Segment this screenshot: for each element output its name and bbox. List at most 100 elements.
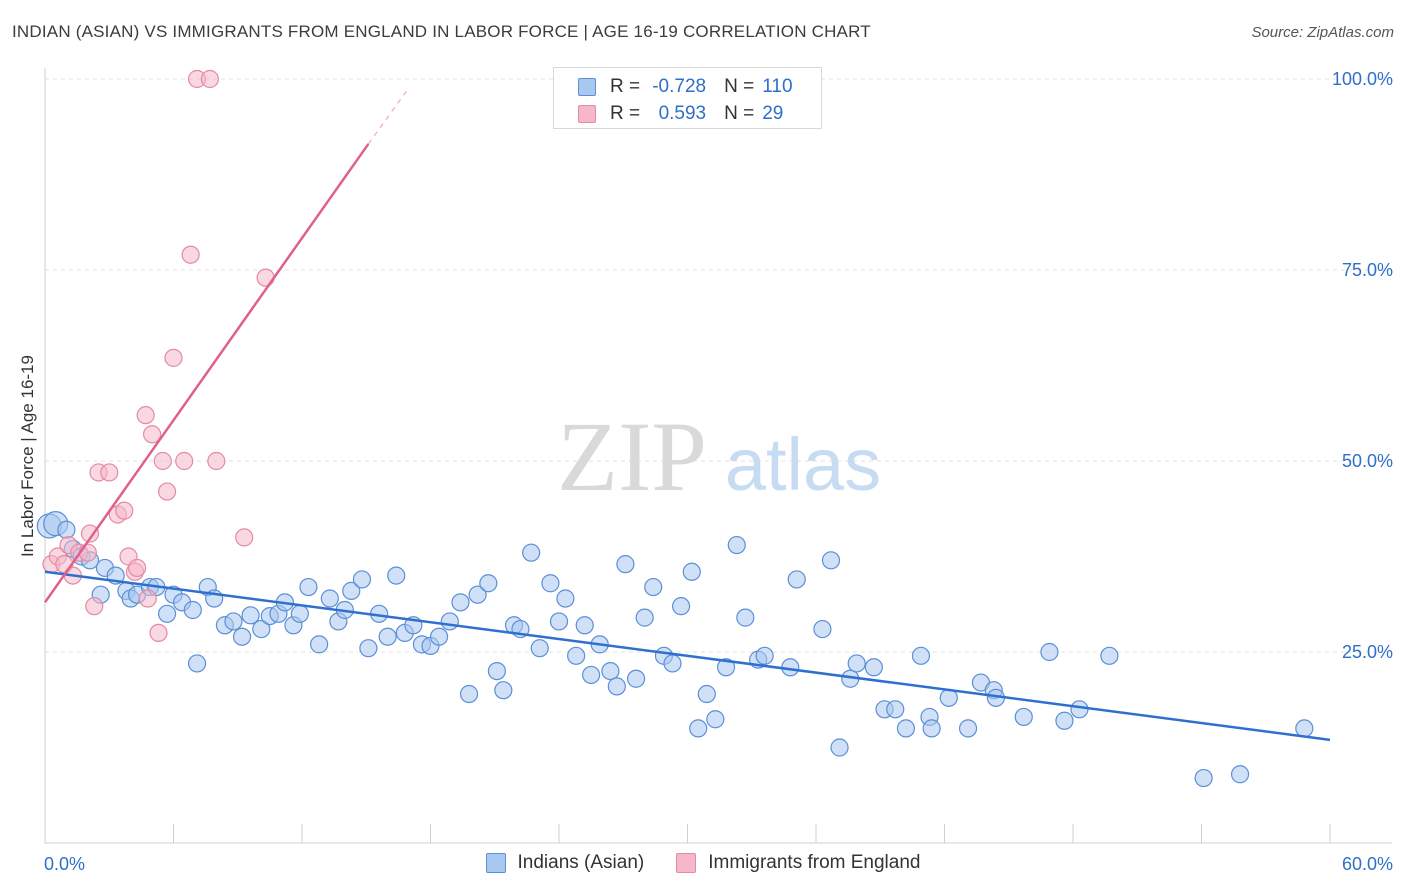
legend-row-england: R = 0.593 N = 29 xyxy=(578,103,783,125)
indians-point xyxy=(157,604,177,623)
axes xyxy=(44,68,1392,844)
indians-point xyxy=(727,535,746,555)
indians-point xyxy=(541,574,560,593)
y-tick-label: 25.0% xyxy=(1342,642,1393,662)
indians-point xyxy=(671,597,691,616)
indians-point xyxy=(299,577,318,597)
indians-point xyxy=(1230,765,1250,784)
indians-point xyxy=(864,658,883,677)
england-point xyxy=(175,451,194,471)
indians-point xyxy=(582,665,601,685)
indians-point xyxy=(689,719,708,738)
indians-point xyxy=(716,658,736,677)
correlation-legend: R = -0.728 N = 110 R = 0.593 N = 29 xyxy=(553,67,822,129)
legend-n-label: N = xyxy=(724,76,755,97)
england-point xyxy=(149,623,168,643)
indians-point xyxy=(847,654,866,673)
indians-point xyxy=(1040,642,1059,662)
indians-point xyxy=(813,619,832,639)
indians-point xyxy=(310,635,329,654)
indians-point xyxy=(549,612,569,631)
y-tick-label: 100.0% xyxy=(1332,69,1393,89)
indians-point xyxy=(1055,711,1074,730)
legend-label-indians: Indians (Asian) xyxy=(517,852,645,873)
england-point xyxy=(181,245,200,264)
indians-point xyxy=(451,593,470,612)
indians-point xyxy=(626,669,646,688)
legend-n-label: N = xyxy=(724,103,755,124)
trend-line-england-extension xyxy=(367,90,408,145)
england-point xyxy=(100,463,119,482)
indians-point xyxy=(787,570,806,589)
indians-point xyxy=(183,600,202,620)
indians-point xyxy=(1295,719,1314,738)
legend-row-indians: R = -0.728 N = 110 xyxy=(578,76,793,98)
indians-point xyxy=(886,700,905,719)
indians-point xyxy=(575,616,594,635)
indians-point xyxy=(342,581,361,600)
y-tick-label: 75.0% xyxy=(1342,260,1393,280)
indians-point xyxy=(224,612,243,631)
trend-lines xyxy=(43,90,1331,742)
watermark-zip: ZIP xyxy=(557,401,707,512)
indians-point xyxy=(601,661,620,681)
indians-point xyxy=(635,608,654,627)
england-point xyxy=(136,406,155,425)
england-point xyxy=(157,482,177,501)
indians-point xyxy=(1014,707,1033,727)
indians-point xyxy=(607,677,626,696)
legend-n-value: 29 xyxy=(762,103,784,124)
indians-point xyxy=(387,566,406,585)
source-note: Source: ZipAtlas.com xyxy=(1251,24,1394,41)
indians-point xyxy=(1100,646,1119,665)
indians-point xyxy=(290,604,309,623)
england-point xyxy=(127,558,147,578)
indians-point xyxy=(494,681,513,700)
legend-n-value: 110 xyxy=(762,76,793,97)
indians-point xyxy=(468,585,487,604)
indians-point xyxy=(187,654,207,673)
legend-swatch-blue xyxy=(578,78,596,96)
series-legend: Indians (Asian) Immigrants from England xyxy=(0,852,1406,874)
legend-item-indians: Indians (Asian) xyxy=(485,852,645,874)
indians-point xyxy=(958,719,978,738)
x-tick-label: 60.0% xyxy=(1342,854,1393,874)
indians-point xyxy=(896,719,916,738)
indians-point xyxy=(530,639,549,658)
legend-item-england: Immigrants from England xyxy=(676,852,920,874)
england-point xyxy=(85,597,104,616)
legend-label-england: Immigrants from England xyxy=(708,852,921,873)
indians-point xyxy=(922,719,941,738)
watermark: ZIP atlas xyxy=(557,401,881,512)
indians-point xyxy=(755,646,774,665)
indians-point xyxy=(830,738,849,757)
indians-point xyxy=(663,654,682,673)
indians-point xyxy=(459,684,479,704)
trend-line-indians xyxy=(44,570,1331,742)
trend-line-england xyxy=(43,143,370,604)
england-point xyxy=(235,528,254,547)
indians-point xyxy=(320,589,339,608)
legend-r-value: -0.728 xyxy=(652,76,707,97)
legend-swatch-pink xyxy=(578,105,596,123)
legend-r-value: 0.593 xyxy=(658,103,707,124)
tick-labels: 25.0% 50.0% 75.0% 100.0% 0.0% 60.0% xyxy=(44,69,1393,874)
indians-point xyxy=(821,551,841,570)
indians-point xyxy=(352,570,372,589)
england-point xyxy=(138,589,157,608)
england-point xyxy=(164,348,183,367)
england-point xyxy=(142,425,162,444)
england-point xyxy=(78,543,97,562)
legend-r-label: R = xyxy=(610,76,641,97)
gridlines xyxy=(45,78,1392,653)
indians-point xyxy=(616,555,635,574)
indians-point xyxy=(567,646,586,665)
y-tick-label: 50.0% xyxy=(1342,451,1393,471)
indians-point xyxy=(359,639,378,658)
indians-point xyxy=(241,606,260,625)
indians-point xyxy=(378,627,397,646)
indians-point xyxy=(697,684,716,704)
indians-point xyxy=(522,543,541,562)
indians-point xyxy=(1194,768,1213,788)
